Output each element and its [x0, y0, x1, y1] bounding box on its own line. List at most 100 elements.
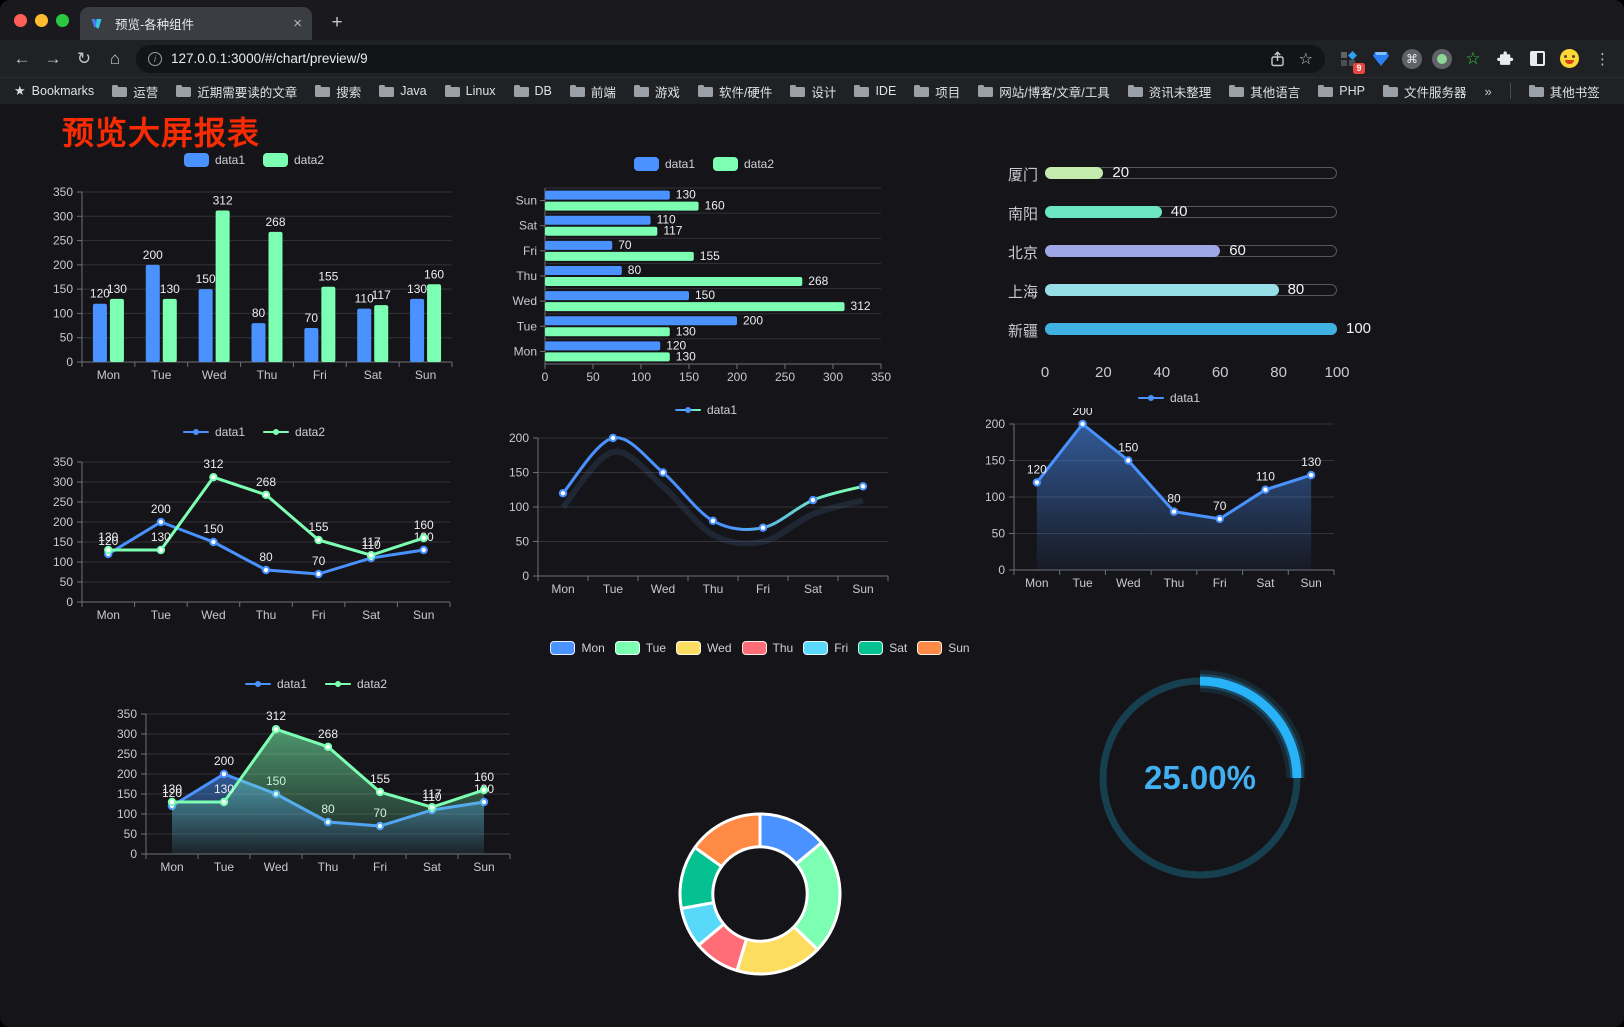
green-star-extension-icon[interactable]: ☆ — [1465, 48, 1481, 68]
bookmark-item[interactable]: 近期需要读的文章 — [176, 82, 297, 101]
legend-item[interactable]: data2 — [263, 153, 324, 167]
other-bookmarks-folder[interactable]: 其他书签 — [1528, 82, 1600, 101]
legend-swatch — [741, 641, 767, 655]
tab-strip: 预览-各种组件 × + — [0, 0, 1624, 40]
bookmark-item[interactable]: PHP — [1318, 84, 1365, 98]
bookmark-item[interactable]: 其他语言 — [1229, 82, 1300, 101]
bookmark-star-icon[interactable]: ☆ — [1298, 50, 1313, 68]
folder-icon — [315, 85, 331, 97]
minimize-window-button[interactable] — [35, 14, 48, 27]
legend-item[interactable]: data1 — [674, 403, 737, 417]
folder-icon — [176, 85, 192, 97]
donut-slice-Sun[interactable] — [693, 812, 762, 869]
recorder-extension-icon[interactable] — [1432, 48, 1452, 69]
legend-item[interactable]: data1 — [633, 157, 695, 171]
bookmarks-overflow-chevron[interactable]: » — [1484, 83, 1492, 99]
legend-item[interactable]: Thu — [741, 641, 793, 655]
forward-button[interactable]: → — [44, 48, 62, 68]
svg-text:200: 200 — [214, 754, 234, 768]
svg-text:150: 150 — [695, 288, 715, 302]
svg-text:70: 70 — [305, 311, 319, 325]
svg-text:130: 130 — [151, 530, 171, 544]
svg-text:117: 117 — [372, 288, 391, 302]
puzzle-extensions-icon[interactable] — [1494, 48, 1516, 70]
bookmark-item[interactable]: Linux — [444, 84, 496, 98]
legend-item[interactable]: data1 — [244, 677, 307, 691]
legend-item[interactable]: Wed — [676, 641, 732, 655]
legend-item[interactable]: Sat — [858, 641, 907, 655]
bookmark-item[interactable]: 网站/博客/文章/工具 — [978, 82, 1110, 101]
command-extension-icon[interactable]: ⌘ — [1402, 48, 1422, 69]
legend-item[interactable]: data2 — [713, 157, 774, 171]
legend-item[interactable]: Sun — [917, 641, 970, 655]
svg-text:117: 117 — [362, 535, 381, 549]
chart-donut: Mon Tue Wed Thu Fri Sat Sun — [550, 638, 970, 984]
address-bar[interactable]: i 127.0.0.1:3000/#/chart/preview/9 ☆ — [136, 44, 1325, 73]
bookmark-item[interactable]: IDE — [854, 84, 896, 98]
bookmark-item[interactable]: 前端 — [569, 82, 616, 101]
folder-icon — [1318, 85, 1334, 97]
chart-legend: data1 data2 — [46, 422, 462, 442]
devtools-extension-icon[interactable]: 9 — [1338, 48, 1365, 74]
back-button[interactable]: ← — [13, 48, 31, 68]
svg-text:300: 300 — [53, 475, 73, 489]
legend-item[interactable]: Fri — [803, 641, 848, 655]
legend-item[interactable]: data1 — [183, 153, 245, 167]
svg-text:Wed: Wed — [1116, 576, 1140, 590]
browser-tab[interactable]: 预览-各种组件 × — [80, 7, 312, 40]
new-tab-button[interactable]: + — [331, 12, 343, 33]
site-info-icon[interactable]: i — [148, 51, 162, 66]
svg-text:130: 130 — [676, 349, 696, 363]
folder-icon — [112, 85, 128, 97]
bookmark-item[interactable]: 设计 — [790, 82, 836, 101]
url-text[interactable]: 127.0.0.1:3000/#/chart/preview/9 — [171, 51, 368, 66]
zoom-window-button[interactable] — [56, 14, 69, 27]
bookmark-item[interactable]: 运营 — [112, 82, 158, 101]
gem-extension-icon[interactable] — [1370, 48, 1392, 70]
svg-text:100: 100 — [986, 490, 1005, 504]
chart-bar-horizontal: data1 data2 0 50 100 150 200 250 300 350 Mon 120 130… — [505, 154, 903, 412]
tab-close-icon[interactable]: × — [293, 15, 302, 32]
reader-extension-icon[interactable] — [1526, 48, 1548, 70]
legend-item[interactable]: data1 — [182, 425, 245, 439]
bookmark-item[interactable]: 搜索 — [315, 82, 361, 101]
progress-label: 上海 — [1007, 284, 1038, 301]
svg-text:100: 100 — [631, 370, 651, 384]
svg-text:0: 0 — [130, 847, 137, 861]
svg-text:150: 150 — [509, 466, 529, 480]
svg-text:130: 130 — [107, 282, 127, 296]
bookmark-item[interactable]: 项目 — [914, 82, 960, 101]
chart-line-area-dual: data1 data2 0 50 100 150 200 250 300 350 Mon Tue Wed… — [110, 674, 522, 896]
bookmarks-bar: ★ Bookmarks 运营 近期需要读的文章 搜索 Java Linux DB 前端 游戏软… — [0, 77, 1624, 104]
svg-text:110: 110 — [422, 790, 441, 804]
bookmark-item[interactable]: 文件服务器 — [1382, 82, 1466, 101]
legend-swatch — [917, 641, 943, 655]
bookmark-item[interactable]: DB — [513, 84, 552, 98]
share-icon[interactable] — [1270, 50, 1285, 67]
bookmark-item[interactable]: 资讯未整理 — [1127, 82, 1211, 101]
progress-value: 40 — [1170, 203, 1188, 220]
svg-text:200: 200 — [53, 515, 73, 529]
legend-item[interactable]: data1 — [1137, 391, 1200, 405]
svg-text:130: 130 — [676, 188, 696, 202]
bookmark-item[interactable]: 软件/硬件 — [697, 82, 772, 101]
emoji-extension-icon[interactable] — [1558, 48, 1580, 70]
home-button[interactable]: ⌂ — [109, 48, 121, 68]
bookmarks-root[interactable]: ★ Bookmarks — [14, 83, 94, 99]
legend-item[interactable]: data2 — [325, 677, 387, 691]
svg-text:312: 312 — [213, 193, 233, 207]
progress-row: 厦门 20 — [998, 154, 1376, 193]
svg-text:200: 200 — [986, 417, 1005, 431]
bookmark-item[interactable]: 游戏 — [633, 82, 680, 101]
browser-menu-icon[interactable]: ⋮ — [1595, 50, 1610, 68]
legend-item[interactable]: Tue — [614, 641, 666, 655]
svg-text:155: 155 — [700, 249, 720, 263]
svg-text:130: 130 — [214, 782, 234, 796]
bookmark-item[interactable]: Java — [379, 84, 427, 98]
reload-button[interactable]: ↻ — [76, 48, 92, 68]
close-window-button[interactable] — [14, 14, 27, 27]
legend-item[interactable]: data2 — [263, 425, 325, 439]
folder-icon — [569, 85, 585, 97]
svg-text:Sat: Sat — [1256, 576, 1275, 590]
legend-item[interactable]: Mon — [550, 641, 605, 655]
